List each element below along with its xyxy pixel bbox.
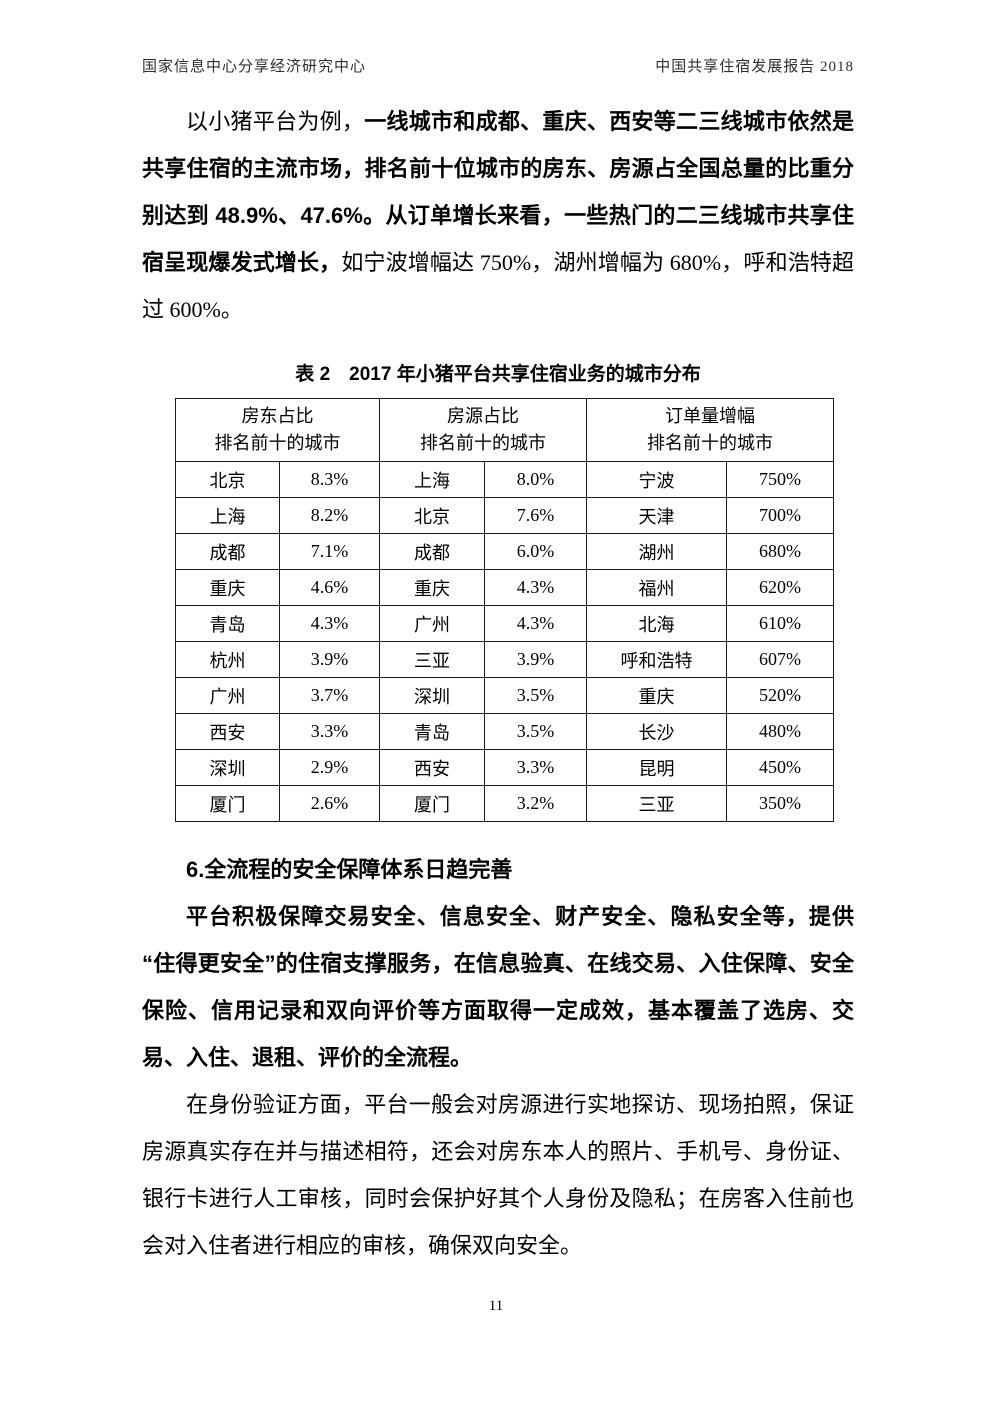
value-cell: 607% <box>726 641 834 678</box>
table-row: 北京 8.3% 上海 8.0% 宁波 750% <box>175 461 834 498</box>
city-cell: 昆明 <box>586 749 727 786</box>
intro-paragraph: 以小猪平台为例，一线城市和成都、重庆、西安等二三线城市依然是共享住宿的主流市场，… <box>142 98 854 333</box>
city-cell: 三亚 <box>379 641 485 678</box>
city-cell: 成都 <box>379 533 485 570</box>
value-cell: 7.1% <box>279 533 380 570</box>
city-cell: 重庆 <box>586 677 727 714</box>
city-cell: 北京 <box>175 461 280 498</box>
value-cell: 8.3% <box>279 461 380 498</box>
intro-lead: 以小猪平台为例， <box>186 109 365 134</box>
city-cell: 重庆 <box>175 569 280 606</box>
value-cell: 680% <box>726 533 834 570</box>
value-cell: 6.0% <box>484 533 587 570</box>
value-cell: 7.6% <box>484 497 587 534</box>
value-cell: 8.2% <box>279 497 380 534</box>
city-cell: 深圳 <box>175 749 280 786</box>
table-row: 西安 3.3% 青岛 3.5% 长沙 480% <box>175 713 834 750</box>
value-cell: 700% <box>726 497 834 534</box>
value-cell: 480% <box>726 713 834 750</box>
table-row: 厦门 2.6% 厦门 3.2% 三亚 350% <box>175 785 834 822</box>
table-caption: 表 2 2017 年小猪平台共享住宿业务的城市分布 <box>295 364 701 385</box>
city-cell: 长沙 <box>586 713 727 750</box>
city-cell: 广州 <box>379 605 485 642</box>
value-cell: 3.3% <box>279 713 380 750</box>
header-listing-share-title: 房源占比 <box>447 406 519 426</box>
header-host-share: 房东占比 排名前十的城市 <box>175 398 380 462</box>
section-heading: 6.全流程的安全保障体系日趋完善 <box>186 857 513 882</box>
running-head: 国家信息中心分享经济研究中心 中国共享住宿发展报告 2018 <box>142 55 854 76</box>
table-header-row: 房东占比 排名前十的城市 房源占比 排名前十的城市 订单量增幅 排名前十的城市 <box>175 398 834 462</box>
city-cell: 广州 <box>175 677 280 714</box>
value-cell: 3.9% <box>279 641 380 678</box>
value-cell: 4.3% <box>484 569 587 606</box>
header-order-growth: 订单量增幅 排名前十的城市 <box>586 398 834 462</box>
city-cell: 三亚 <box>586 785 727 822</box>
city-cell: 杭州 <box>175 641 280 678</box>
running-head-right: 中国共享住宿发展报告 2018 <box>655 59 854 75</box>
value-cell: 4.3% <box>279 605 380 642</box>
value-cell: 3.2% <box>484 785 587 822</box>
city-cell: 湖州 <box>586 533 727 570</box>
page-number: 11 <box>488 1298 504 1314</box>
city-cell: 天津 <box>586 497 727 534</box>
value-cell: 3.7% <box>279 677 380 714</box>
verification-paragraph: 在身份验证方面，平台一般会对房源进行实地探访、现场拍照，保证房源真实存在并与描述… <box>142 1092 854 1258</box>
city-cell: 成都 <box>175 533 280 570</box>
table-row: 上海 8.2% 北京 7.6% 天津 700% <box>175 497 834 534</box>
table-row: 广州 3.7% 深圳 3.5% 重庆 520% <box>175 677 834 714</box>
value-cell: 3.5% <box>484 713 587 750</box>
value-cell: 2.6% <box>279 785 380 822</box>
intro-emphasis: 一线城市和成都、重庆、西安等二三线城市依然是共享住宿的主流市场，排名前十位城市的… <box>142 109 854 275</box>
city-cell: 宁波 <box>586 461 727 498</box>
header-listing-share: 房源占比 排名前十的城市 <box>379 398 587 462</box>
city-cell: 西安 <box>379 749 485 786</box>
header-order-growth-title: 订单量增幅 <box>665 406 755 426</box>
city-cell: 西安 <box>175 713 280 750</box>
city-cell: 深圳 <box>379 677 485 714</box>
intro-tail: 如宁波增幅达 750%，湖州增幅为 680%，呼和浩特超过 600%。 <box>142 250 854 322</box>
value-cell: 3.5% <box>484 677 587 714</box>
header-order-growth-subtitle: 排名前十的城市 <box>647 433 773 453</box>
city-cell: 上海 <box>175 497 280 534</box>
value-cell: 610% <box>726 605 834 642</box>
table-row: 杭州 3.9% 三亚 3.9% 呼和浩特 607% <box>175 641 834 678</box>
running-head-left: 国家信息中心分享经济研究中心 <box>142 59 367 75</box>
table-row: 深圳 2.9% 西安 3.3% 昆明 450% <box>175 749 834 786</box>
header-host-share-title: 房东占比 <box>241 406 314 426</box>
security-paragraph: 平台积极保障交易安全、信息安全、财产安全、隐私安全等，提供“住得更安全”的住宿支… <box>142 904 854 1070</box>
value-cell: 750% <box>726 461 834 498</box>
table-row: 重庆 4.6% 重庆 4.3% 福州 620% <box>175 569 834 606</box>
value-cell: 620% <box>726 569 834 606</box>
city-cell: 青岛 <box>175 605 280 642</box>
value-cell: 520% <box>726 677 834 714</box>
value-cell: 350% <box>726 785 834 822</box>
city-cell: 上海 <box>379 461 485 498</box>
table-row: 成都 7.1% 成都 6.0% 湖州 680% <box>175 533 834 570</box>
city-cell: 厦门 <box>379 785 485 822</box>
city-cell: 北京 <box>379 497 485 534</box>
city-cell: 厦门 <box>175 785 280 822</box>
table-row: 青岛 4.3% 广州 4.3% 北海 610% <box>175 605 834 642</box>
city-cell: 福州 <box>586 569 727 606</box>
city-cell: 呼和浩特 <box>586 641 727 678</box>
value-cell: 2.9% <box>279 749 380 786</box>
value-cell: 8.0% <box>484 461 587 498</box>
header-listing-share-subtitle: 排名前十的城市 <box>420 433 546 453</box>
city-cell: 青岛 <box>379 713 485 750</box>
value-cell: 3.9% <box>484 641 587 678</box>
value-cell: 450% <box>726 749 834 786</box>
table-header: 房东占比 排名前十的城市 房源占比 排名前十的城市 订单量增幅 排名前十的城市 <box>175 398 834 462</box>
value-cell: 4.6% <box>279 569 380 606</box>
city-cell: 重庆 <box>379 569 485 606</box>
table-body: 北京 8.3% 上海 8.0% 宁波 750% 上海 8.2% 北京 7.6% 天津 700% 成都 7.… <box>175 461 834 822</box>
header-host-share-subtitle: 排名前十的城市 <box>214 433 341 453</box>
city-cell: 北海 <box>586 605 727 642</box>
value-cell: 3.3% <box>484 749 587 786</box>
city-distribution-table: 房东占比 排名前十的城市 房源占比 排名前十的城市 订单量增幅 排名前十的城市 … <box>175 398 834 822</box>
value-cell: 4.3% <box>484 605 587 642</box>
